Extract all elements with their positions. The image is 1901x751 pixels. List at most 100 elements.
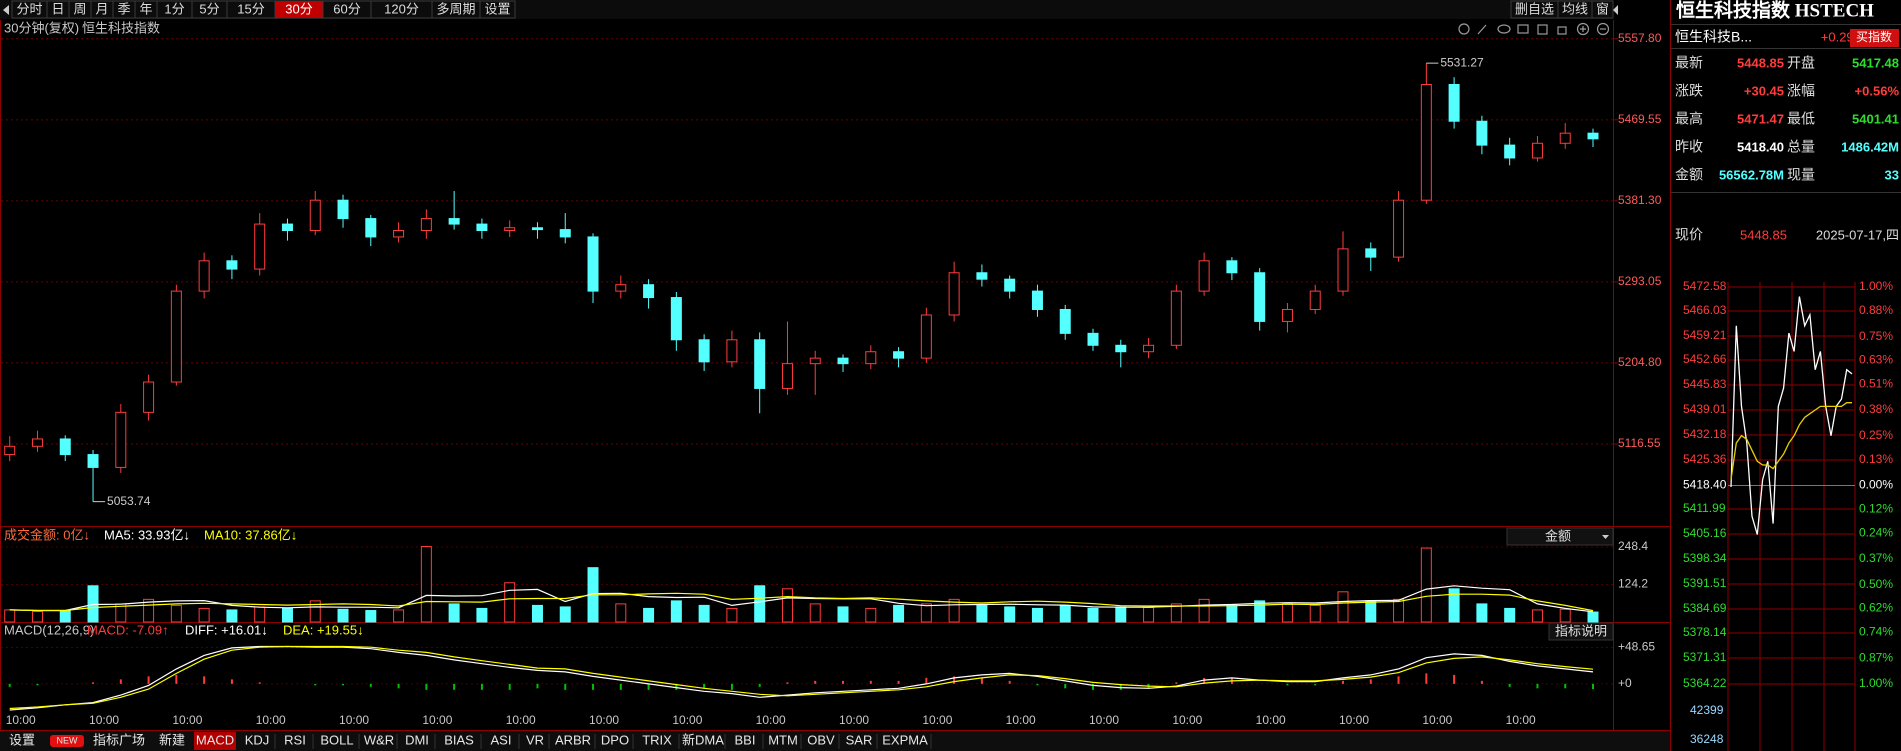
period-tab-label[interactable]: 设置 [484, 1, 510, 16]
volume-bar [365, 610, 377, 623]
new-badge-label: NEW [57, 735, 79, 745]
indicator-tab[interactable]: W&R [364, 732, 394, 747]
quote-label: 昨收 [1675, 139, 1703, 155]
indicator-tab[interactable]: ASI [491, 732, 512, 747]
indicator-help-button[interactable] [1548, 622, 1614, 641]
indicator-tab[interactable]: 指标广场 [93, 732, 145, 747]
mini-line [1730, 402, 1852, 480]
candle-body [476, 223, 488, 232]
x-tick-label: 10:00 [6, 713, 36, 727]
tab-active-bg [194, 732, 236, 750]
period-tab-label[interactable]: 30分 [285, 1, 312, 16]
candle-body [143, 381, 155, 413]
quote-value: 5417.48 [1852, 55, 1899, 70]
candle-body [365, 218, 377, 238]
mini-line [1730, 296, 1853, 535]
period-tab-label[interactable]: 60分 [333, 1, 360, 16]
indicator-tab[interactable]: SAR [846, 732, 873, 747]
indicator-help-label[interactable]: 指标说明 [1555, 623, 1607, 638]
candle-body [1504, 144, 1516, 159]
volume-bar [1309, 604, 1321, 623]
indicator-tab[interactable]: ARBR [555, 732, 591, 747]
toolbar-button-label[interactable]: 均线 [1562, 1, 1588, 16]
volume-selector-label[interactable]: 金额 [1545, 528, 1571, 543]
volume-selector[interactable] [1506, 527, 1614, 546]
toolbar-button-label[interactable]: 窗 [1596, 1, 1609, 16]
candle-body [1170, 290, 1182, 346]
indicator-tab[interactable]: 新DMA [682, 732, 724, 747]
panel-name: 恒生科技B... [1675, 29, 1752, 45]
quote-value: 33 [1885, 167, 1899, 182]
mini-y-label: 5391.51 [1683, 576, 1727, 590]
mini-y2-label: 0.51% [1859, 376, 1893, 390]
candle-body [1309, 290, 1321, 310]
back-icon[interactable] [3, 5, 9, 15]
period-tab-label[interactable]: 多周期 [436, 1, 475, 16]
indicator-tab[interactable]: MACD [196, 732, 234, 747]
indicator-tab[interactable]: EXPMA [882, 732, 928, 747]
quote-value: +30.45 [1744, 83, 1784, 98]
indicator-tab[interactable]: RSI [284, 732, 306, 747]
indicator-tab[interactable]: 新建 [159, 732, 185, 747]
period-tab-label[interactable]: 日 [51, 1, 64, 16]
volume-bar [1476, 603, 1488, 623]
toolbar-button[interactable] [1510, 0, 1559, 19]
indicator-tab[interactable]: DPO [601, 732, 629, 747]
y-tick-label: 5469.55 [1618, 112, 1662, 126]
candle-body [865, 351, 877, 365]
volume-bar [698, 604, 710, 623]
x-tick-label: 10:00 [1172, 713, 1202, 727]
price-label: 现价 [1675, 227, 1703, 243]
period-tab-label[interactable]: 120分 [384, 1, 419, 16]
candle-body [1448, 84, 1460, 122]
mini-y-label: 5411.99 [1683, 501, 1726, 515]
volume-bar [1087, 607, 1099, 623]
indicator-tab[interactable]: DMI [405, 732, 429, 747]
indicator-tab[interactable]: KDJ [245, 732, 270, 747]
volume-bar [337, 608, 349, 623]
volume-bar [254, 606, 266, 623]
volume-bar [670, 600, 682, 623]
legend-entry: MACD: -7.09↑ [87, 622, 169, 637]
indicator-tab[interactable]: MTM [768, 732, 798, 747]
buy-button[interactable] [1850, 29, 1899, 47]
candle-body [1420, 84, 1432, 201]
period-tab-label[interactable]: 月 [95, 1, 108, 16]
mini-y-label: 5378.14 [1683, 625, 1727, 639]
candle-body [893, 351, 905, 359]
quote-value: 1486.42M [1841, 139, 1899, 154]
indicator-tab[interactable]: 设置 [9, 732, 35, 747]
indicator-tab[interactable]: TRIX [642, 732, 672, 747]
x-tick-label: 10:00 [89, 713, 119, 727]
period-tab-label[interactable]: 季 [117, 1, 130, 16]
menu-arrow[interactable] [1613, 5, 1618, 15]
indicator-tab[interactable]: OBV [807, 732, 835, 747]
indicator-tab[interactable]: VR [526, 732, 544, 747]
period-tab-label[interactable]: 分时 [16, 1, 42, 16]
volume-bar [59, 610, 71, 623]
period-tab-label[interactable]: 年 [139, 1, 152, 16]
period-tab-label[interactable]: 15分 [237, 1, 264, 16]
volume-bar [1337, 591, 1349, 623]
indicator-tab[interactable]: BOLL [320, 732, 353, 747]
period-tab-label[interactable]: 周 [73, 1, 86, 16]
volume-bar [837, 606, 849, 623]
x-tick-label: 10:00 [1006, 713, 1036, 727]
volume-bar [170, 604, 182, 623]
candle-body [1587, 132, 1599, 140]
toolbar-button-label[interactable]: 删自选 [1515, 1, 1554, 16]
buy-button-label[interactable]: 买指数 [1856, 29, 1892, 44]
volume-bar [309, 600, 321, 623]
candle-body [1031, 290, 1043, 310]
period-tab-label[interactable]: 5分 [199, 1, 219, 16]
indicator-tab[interactable]: BIAS [444, 732, 474, 747]
mini-y2-label: 0.75% [1859, 329, 1893, 343]
quote-value: 56562.78M [1719, 167, 1784, 182]
indicator-tab[interactable]: BBI [735, 732, 756, 747]
period-tab[interactable] [479, 0, 516, 19]
chart-tools[interactable] [1458, 22, 1610, 36]
period-tab-label[interactable]: 1分 [164, 1, 184, 16]
volume-ma-line [9, 585, 1594, 613]
candle-body [170, 290, 182, 383]
